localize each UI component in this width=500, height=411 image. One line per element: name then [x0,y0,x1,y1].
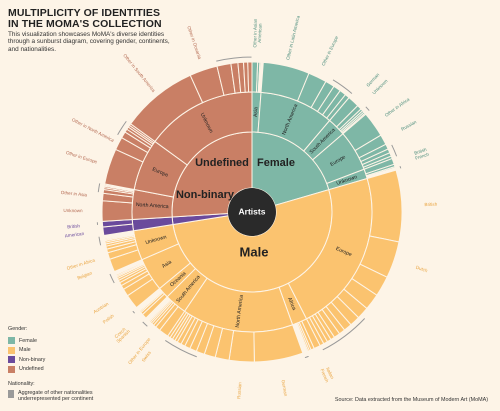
aggregate-marker-3 [389,143,399,158]
continent-label-unknown: Unknown [145,234,168,246]
gender-label-non-binary: Non-binary [176,189,235,201]
aggregate-marker-8 [140,320,150,329]
page-title: MULTIPLICITY OF IDENTITIES IN THE MOMA'S… [8,8,208,30]
nationality-segment-13-0 [101,200,133,222]
gender-label-male: Male [240,244,269,259]
nationality-label-american: American [257,23,263,43]
aggregate-marker-1 [331,78,354,96]
legend-label-undefined: Undefined [19,366,44,373]
nationality-label-other-in-south-america: Other in South America [122,53,156,93]
nationality-label-other-in-asian: Other in Asian [252,18,258,47]
subtitle: This visualization showcases MoMA's dive… [8,31,170,53]
source-note: Source: Data extracted from the Museum o… [334,397,488,403]
nationality-label-other-in-europe: Other in Europe [65,150,98,165]
legend-swatch-non-binary [8,356,15,364]
nationality-label-british: British [67,223,81,229]
legend: Gender: Female Male Non-binary Undefined… [8,326,118,402]
nationality-label-french: French [319,368,330,384]
nationality-label-polish: Polish [102,313,115,325]
legend-item-male: Male [8,346,118,356]
legend-item-female: Female [8,336,118,346]
aggregate-marker-9 [131,309,137,315]
legend-swatch-male [8,346,15,354]
aggregate-marker-2 [364,105,372,113]
nationality-label-french: French [415,151,431,160]
aggregate-marker-15 [214,55,253,63]
aggregate-marker-14 [115,119,129,137]
nationality-label-swiss: Swiss [141,350,153,363]
legend-nationality-header: Nationality: [8,381,35,387]
nationality-label-other-in-oceania: Other in Oceania [186,25,202,60]
nationality-label-unknown: Unknown [63,208,83,213]
nationality-label-dutch: Dutch [415,265,428,274]
legend-item-non-binary: Non-binary [8,355,118,365]
legend-label-male: Male [19,347,31,354]
legend-label-aggregate: Aggregate of other nationalities underre… [18,390,94,402]
nationality-label-other-in-asia: Other in Asia [61,190,88,198]
nationality-segment-15-6 [247,61,253,93]
legend-swatch-aggregate [8,390,14,398]
gender-label-female: Female [257,157,295,169]
legend-label-non-binary: Non-binary [19,356,46,363]
aggregate-marker-12 [95,221,100,227]
title-line-2: IN THE MOMA'S COLLECTION [8,18,162,30]
nationality-label-other-in-europe: Other in Europe [321,35,340,67]
aggregate-marker-7 [163,338,199,359]
legend-swatch-female [8,337,15,345]
continent-label-asia: Asia [161,259,173,269]
center-label: Artists [239,206,266,216]
legend-label-female: Female [19,337,37,344]
aggregate-marker-6 [303,354,311,360]
nationality-label-russian: Russian [400,119,417,132]
nationality-label-german: German [280,379,288,397]
legend-swatch-undefined [8,365,15,373]
nationality-label-other-in-africa: Other in Africa [66,257,96,270]
nationality-label-belgian: Belgian [77,270,94,280]
aggregate-marker-10 [108,272,117,285]
nationality-label-american: American [65,231,85,239]
continent-label-africa: Africa [286,297,297,312]
nationality-label-russian: Russian [236,382,242,399]
nationality-segment-5-0 [366,169,403,243]
aggregate-marker-13 [96,182,102,194]
nationality-label-british: British [414,147,428,156]
aggregate-marker-5 [321,316,367,352]
continent-label-north-america: North America [235,294,245,327]
continent-label-north-america: North America [136,202,169,210]
continent-label-asia: Asia [253,107,259,117]
nationality-label-other-in-north-america: Other in North America [71,117,115,143]
nationality-label-austrian: Austrian [92,301,109,315]
nationality-label-british: British [424,202,437,208]
legend-item-undefined: Undefined [8,365,118,375]
nationality-label-other-in-latin-america: Other in Latin America [285,15,300,61]
title-line-1: MULTIPLICITY OF IDENTITIES [8,7,161,19]
gender-label-undefined: Undefined [195,157,249,169]
legend-item-aggregate: Aggregate of other nationalities underre… [8,390,118,402]
nationality-label-italian: Italian [325,367,335,381]
aggregate-marker-11 [97,235,103,247]
nationality-label-other-in-africa: Other in Africa [384,96,411,117]
legend-gender-header: Gender: [8,326,28,332]
center-hub [228,188,276,236]
aggregate-marker-4 [398,164,403,170]
